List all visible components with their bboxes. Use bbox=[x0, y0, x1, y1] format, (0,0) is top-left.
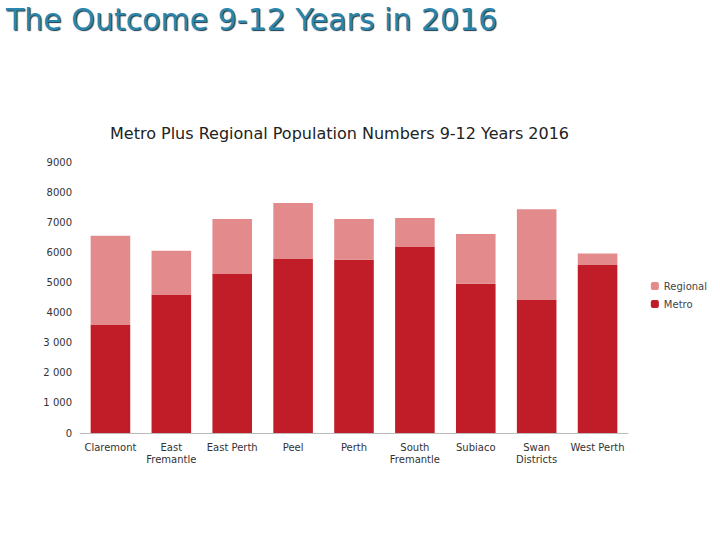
svg-text:Subiaco: Subiaco bbox=[456, 442, 496, 453]
svg-text:6000: 6000 bbox=[47, 247, 72, 258]
svg-text:8000: 8000 bbox=[47, 187, 72, 198]
svg-text:2 000: 2 000 bbox=[43, 367, 72, 378]
svg-text:East: East bbox=[161, 442, 183, 453]
svg-text:Perth: Perth bbox=[341, 442, 367, 453]
svg-text:5000: 5000 bbox=[47, 277, 72, 288]
svg-text:1 000: 1 000 bbox=[43, 397, 72, 408]
svg-text:Districts: Districts bbox=[516, 454, 557, 465]
svg-text:East Perth: East Perth bbox=[207, 442, 258, 453]
svg-text:9000: 9000 bbox=[47, 157, 72, 168]
svg-text:South: South bbox=[400, 442, 429, 453]
svg-text:Regional: Regional bbox=[664, 281, 707, 292]
svg-text:Metro: Metro bbox=[664, 299, 693, 310]
html-text:The Outcome 9-12 Years in 2016: The Outcome 9-12 Years in 2016 bbox=[6, 2, 498, 37]
svg-text:West Perth: West Perth bbox=[571, 442, 625, 453]
svg-text:7000: 7000 bbox=[47, 217, 72, 228]
svg-text:Claremont: Claremont bbox=[84, 442, 136, 453]
svg-text:Peel: Peel bbox=[283, 442, 304, 453]
svg-text:3 000: 3 000 bbox=[43, 337, 72, 348]
svg-text:0: 0 bbox=[66, 428, 72, 439]
svg-text:Metro Plus Regional Population: Metro Plus Regional Population Numbers 9… bbox=[110, 124, 569, 143]
svg-text:4000: 4000 bbox=[47, 307, 72, 318]
svg-text:Fremantle: Fremantle bbox=[146, 454, 196, 465]
svg-text:Fremantle: Fremantle bbox=[390, 454, 440, 465]
svg-text:Swan: Swan bbox=[523, 442, 550, 453]
